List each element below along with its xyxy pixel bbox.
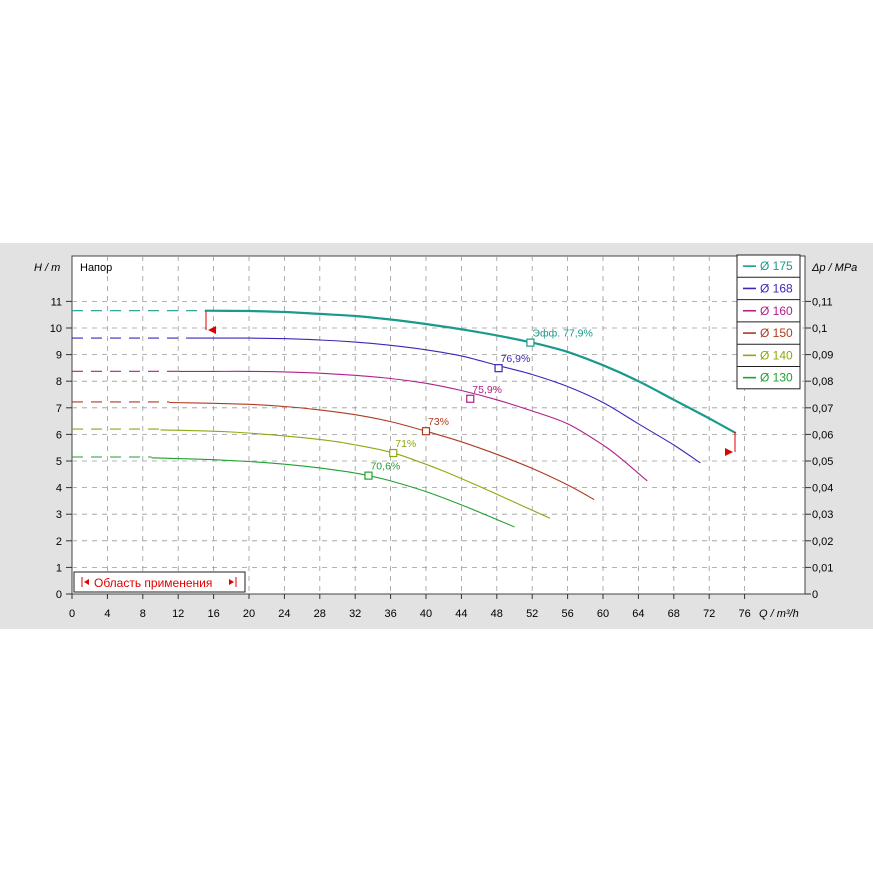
series-160: 75,9% [72, 370, 648, 482]
y-left-title: H / m [34, 262, 60, 274]
application-range-label: Область применения [94, 576, 212, 590]
y-left-tick-label: 4 [56, 483, 62, 495]
y-left-tick-label: 2 [56, 536, 62, 548]
legend-item: Ø 130 [760, 371, 793, 385]
series-line [169, 401, 595, 501]
x-tick-label: 64 [632, 608, 644, 620]
y-right-tick-label: 0,11 [812, 296, 833, 308]
y-right-tick-label: 0,02 [812, 536, 833, 548]
curves: Эфф. 77,9% 76,9% 75,9% 73% 71% 70,6% [72, 309, 737, 528]
y-right-tick-label: 0,1 [812, 323, 827, 335]
series-130: 70,6% [72, 456, 515, 528]
y-right-tick-label: 0,03 [812, 509, 833, 521]
x-tick-label: 12 [172, 608, 184, 620]
bep-marker [389, 448, 398, 458]
chart-panel: 0 4 8 12 16 20 24 28 32 36 40 44 48 52 56 60 64 68 72 76 0 1 2… [0, 243, 873, 629]
y-left-tick-label: 3 [56, 509, 62, 521]
x-tick-label: 52 [526, 608, 538, 620]
range-end-marker [725, 432, 736, 456]
y-left-caption: Напор [80, 262, 112, 274]
x-tick-label: 36 [384, 608, 396, 620]
bep-label: 70,6% [370, 461, 400, 473]
y-right-tick-label: 0,04 [812, 483, 833, 495]
y-right-tick-label: 0,07 [812, 403, 833, 415]
legend-item: Ø 150 [760, 326, 793, 340]
x-tick-label: 60 [597, 608, 609, 620]
plot-area [71, 255, 806, 595]
bep-label: Эфф. 77,9% [532, 328, 592, 340]
x-tick-label: 44 [455, 608, 467, 620]
series-175: Эфф. 77,9% [72, 309, 737, 435]
x-tick-label: 16 [207, 608, 219, 620]
bep-label: 76,9% [501, 353, 531, 365]
x-tick-label: 72 [703, 608, 715, 620]
y-left-tick-label: 6 [56, 429, 62, 441]
application-range: Область применения [73, 571, 246, 593]
bep-label: 71% [395, 438, 416, 450]
y-right-title: Δp / MPa [811, 262, 857, 274]
y-left-tick-label: 7 [56, 403, 62, 415]
y-right-tick-label: 0,09 [812, 350, 833, 362]
x-tick-label: 8 [140, 608, 146, 620]
series-140: 71% [72, 428, 551, 519]
y-right-tick-label: 0,08 [812, 376, 833, 388]
bep-label: 75,9% [472, 384, 502, 396]
y-right-tick-label: 0,05 [812, 456, 833, 468]
x-tick-label: 4 [104, 608, 110, 620]
bep-label: 73% [428, 416, 449, 428]
series-line [160, 429, 551, 519]
x-tick-label: 24 [278, 608, 290, 620]
x-title: Q / m³/h [759, 608, 799, 620]
y-left-tick-label: 5 [56, 456, 62, 468]
legend-item: Ø 168 [760, 281, 793, 295]
series-line [151, 457, 515, 528]
y-right-tick-label: 0 [812, 589, 818, 601]
y-left-tick-label: 9 [56, 350, 62, 362]
bep-marker [526, 338, 535, 347]
y-left-tick-label: 11 [51, 296, 62, 308]
series-line [187, 337, 701, 464]
y-right-tick-label: 0,01 [812, 562, 833, 574]
series-line [204, 309, 737, 435]
y-left-tick-label: 8 [56, 376, 62, 388]
series-line [178, 370, 648, 482]
series-150: 73% [72, 401, 595, 501]
x-tick-label: 68 [668, 608, 680, 620]
bep-marker [421, 427, 431, 436]
axis-ticks: 0 4 8 12 16 20 24 28 32 36 40 44 48 52 56 60 64 68 72 76012… [50, 296, 834, 620]
x-tick-label: 40 [420, 608, 432, 620]
x-tick-label: 28 [314, 608, 326, 620]
y-left-tick-label: 10 [50, 323, 62, 335]
legend-item: Ø 160 [760, 304, 793, 318]
range-start-marker [205, 311, 216, 334]
x-tick-label: 48 [491, 608, 503, 620]
x-tick-label: 76 [738, 608, 750, 620]
bep-marker [494, 364, 503, 373]
legend-item: Ø 140 [760, 348, 793, 362]
y-left-tick-label: 1 [56, 562, 62, 574]
bep-marker [364, 471, 373, 480]
y-left-tick-label: 0 [56, 589, 62, 601]
grid [72, 256, 805, 594]
legend: Ø 175 Ø 168 Ø 160 Ø 150 Ø 140 Ø 130 [736, 254, 801, 390]
y-right-tick-label: 0,06 [812, 429, 833, 441]
x-tick-label: 0 [69, 608, 75, 620]
x-tick-label: 20 [243, 608, 255, 620]
legend-item: Ø 175 [760, 259, 793, 273]
series-168: 76,9% [72, 337, 701, 464]
bep-marker [466, 394, 475, 403]
pump-curve-chart: 0 4 8 12 16 20 24 28 32 36 40 44 48 52 56 60 64 68 72 76012… [34, 254, 857, 620]
x-tick-label: 32 [349, 608, 361, 620]
x-tick-label: 56 [561, 608, 573, 620]
